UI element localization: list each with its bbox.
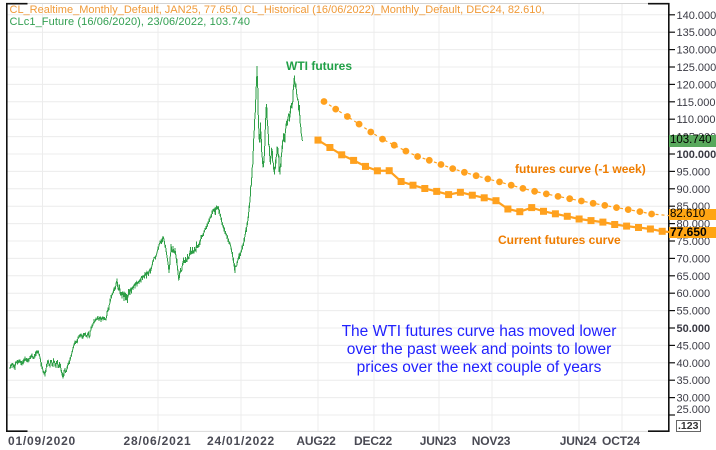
svg-text:120.000: 120.000 [677,79,716,91]
svg-text:70.000: 70.000 [677,253,711,265]
svg-text:50.000: 50.000 [677,323,711,335]
svg-text:30.000: 30.000 [677,393,711,405]
svg-text:130.000: 130.000 [677,45,716,57]
svg-text:110.000: 110.000 [677,114,716,126]
svg-text:125.000: 125.000 [677,62,716,74]
svg-text:75.000: 75.000 [677,236,711,248]
svg-text:35.000: 35.000 [677,375,711,387]
svg-text:25.000: 25.000 [677,404,711,416]
svg-text:100.000: 100.000 [677,149,716,161]
svg-text:65.000: 65.000 [677,271,711,283]
svg-text:95.000: 95.000 [677,166,711,178]
svg-text:135.000: 135.000 [677,27,716,39]
svg-text:45.000: 45.000 [677,340,711,352]
svg-text:60.000: 60.000 [677,288,711,300]
svg-text:40.000: 40.000 [677,358,711,370]
svg-text:90.000: 90.000 [677,184,711,196]
svg-text:115.000: 115.000 [677,97,716,109]
svg-text:55.000: 55.000 [677,306,711,318]
svg-text:140.000: 140.000 [677,10,716,22]
